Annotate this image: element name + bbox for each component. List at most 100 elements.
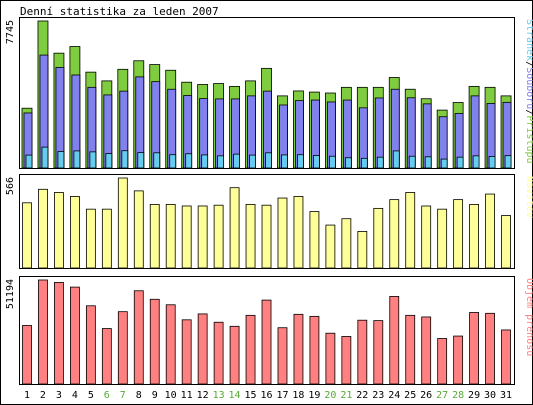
x-tick-day-8: 8 <box>136 390 142 401</box>
bar-Objem přenosu-day-12 <box>197 313 208 385</box>
x-tick-day-10: 10 <box>165 390 177 401</box>
bar-Objem přenosu-day-26 <box>421 316 432 385</box>
bar-Objem přenosu-day-2 <box>38 279 48 385</box>
x-tick-day-16: 16 <box>260 390 272 401</box>
bar-Návštěv-day-30 <box>485 193 495 269</box>
bar-Návštěv-day-14 <box>229 187 240 269</box>
ymax-label-volume: 51194 <box>5 279 16 309</box>
bar-Stránek-day-9 <box>153 152 161 169</box>
bar-Stránek-day-23 <box>376 156 384 169</box>
ymax-label-access: 7745 <box>5 20 16 44</box>
x-tick-day-3: 3 <box>56 390 62 401</box>
bar-Objem přenosu-day-18 <box>293 313 304 385</box>
bar-Objem přenosu-day-4 <box>70 286 80 385</box>
x-tick-day-7: 7 <box>120 390 126 401</box>
bar-Objem přenosu-day-8 <box>133 290 144 385</box>
bar-Objem přenosu-day-24 <box>389 296 400 385</box>
bar-Objem přenosu-day-11 <box>181 319 192 385</box>
bar-Objem přenosu-day-31 <box>501 329 511 385</box>
bar-Stránek-day-31 <box>504 155 512 169</box>
bar-Návštěv-day-1 <box>22 202 32 269</box>
bar-Objem přenosu-day-15 <box>245 314 256 385</box>
bar-Objem přenosu-day-29 <box>469 312 479 385</box>
x-tick-day-31: 31 <box>500 390 512 401</box>
legend-visits: Návštěv <box>524 176 533 218</box>
ymax-label-visits: 566 <box>5 177 16 195</box>
bar-Návštěv-day-16 <box>261 204 272 269</box>
bar-Stránek-day-20 <box>328 155 336 169</box>
x-tick-day-1: 1 <box>24 390 30 401</box>
bar-Objem přenosu-day-19 <box>309 315 320 385</box>
x-tick-day-13: 13 <box>213 390 225 401</box>
x-tick-day-20: 20 <box>324 390 336 401</box>
bar-Návštěv-day-23 <box>373 207 384 269</box>
bar-Návštěv-day-3 <box>54 192 64 269</box>
bar-Návštěv-day-25 <box>405 192 416 269</box>
bar-Návštěv-day-26 <box>421 205 432 269</box>
bar-Objem přenosu-day-1 <box>22 325 32 385</box>
bar-Návštěv-day-5 <box>85 208 96 269</box>
bar-Objem přenosu-day-14 <box>229 325 240 385</box>
panel-volume: 51194 Objem přenosu <box>5 276 533 385</box>
x-tick-day-26: 26 <box>420 390 432 401</box>
bar-Stránek-day-29 <box>472 155 480 169</box>
x-tick-day-28: 28 <box>452 390 464 401</box>
legend-access: Stránek/Souborů/Přístupů <box>524 19 533 164</box>
bar-Stránek-day-8 <box>137 152 145 169</box>
bar-Návštěv-day-15 <box>245 203 256 269</box>
bar-Stránek-day-30 <box>488 156 496 169</box>
chart-title: Denní statistika za leden 2007 <box>20 5 219 18</box>
bar-Návštěv-day-24 <box>389 199 400 269</box>
bar-Návštěv-day-17 <box>277 197 288 269</box>
x-tick-day-4: 4 <box>72 390 78 401</box>
bar-Objem přenosu-day-21 <box>341 336 352 385</box>
bar-Návštěv-day-7 <box>117 177 128 269</box>
x-tick-day-6: 6 <box>104 390 110 401</box>
legend-entry-Návštěv: Návštěv <box>524 176 533 218</box>
x-tick-day-23: 23 <box>372 390 384 401</box>
bar-Stránek-day-17 <box>281 154 288 169</box>
bar-Návštěv-day-6 <box>101 208 112 269</box>
legend-entry-Stránek: Stránek <box>524 19 533 61</box>
bar-Návštěv-day-2 <box>38 188 48 269</box>
x-tick-day-25: 25 <box>404 390 416 401</box>
x-tick-day-27: 27 <box>436 390 448 401</box>
bar-Objem přenosu-day-23 <box>373 320 384 385</box>
bar-Návštěv-day-31 <box>501 215 511 269</box>
bar-Stránek-day-19 <box>313 155 320 169</box>
bar-Objem přenosu-day-10 <box>165 304 176 385</box>
bar-Stránek-day-26 <box>424 156 432 169</box>
x-tick-day-29: 29 <box>468 390 480 401</box>
bar-Objem přenosu-day-16 <box>261 299 272 385</box>
bar-Návštěv-day-9 <box>149 203 160 269</box>
bar-Objem přenosu-day-20 <box>325 332 336 385</box>
bar-Návštěv-day-27 <box>437 208 448 269</box>
x-tick-day-21: 21 <box>340 390 352 401</box>
bar-Objem přenosu-day-6 <box>101 328 112 385</box>
bar-Návštěv-day-10 <box>165 203 176 269</box>
bar-Návštěv-day-22 <box>357 231 368 269</box>
bar-Objem přenosu-day-17 <box>277 327 288 385</box>
bar-Stránek-day-25 <box>408 155 416 169</box>
x-tick-day-22: 22 <box>356 390 368 401</box>
bar-Stránek-day-18 <box>297 154 304 169</box>
bar-Stránek-day-14 <box>233 153 240 169</box>
bar-Návštěv-day-4 <box>70 196 80 269</box>
bar-Stránek-day-27 <box>440 158 448 169</box>
bar-Stránek-day-4 <box>73 150 81 169</box>
bar-Stránek-day-7 <box>121 150 129 169</box>
bar-Stránek-day-22 <box>360 157 368 169</box>
bar-Návštěv-day-28 <box>453 199 464 269</box>
bar-Stránek-day-13 <box>217 155 225 169</box>
panel-visits: 566 Návštěv <box>5 174 533 269</box>
bar-Stránek-day-16 <box>265 152 272 169</box>
legend-separator: / <box>524 109 533 115</box>
legend-entry-Přístupů: Přístupů <box>524 115 533 163</box>
bar-Stránek-day-21 <box>344 157 352 169</box>
x-tick-day-30: 30 <box>484 390 496 401</box>
x-tick-day-11: 11 <box>181 390 193 401</box>
bar-Návštěv-day-29 <box>469 203 479 269</box>
bar-Stránek-day-28 <box>456 156 464 169</box>
